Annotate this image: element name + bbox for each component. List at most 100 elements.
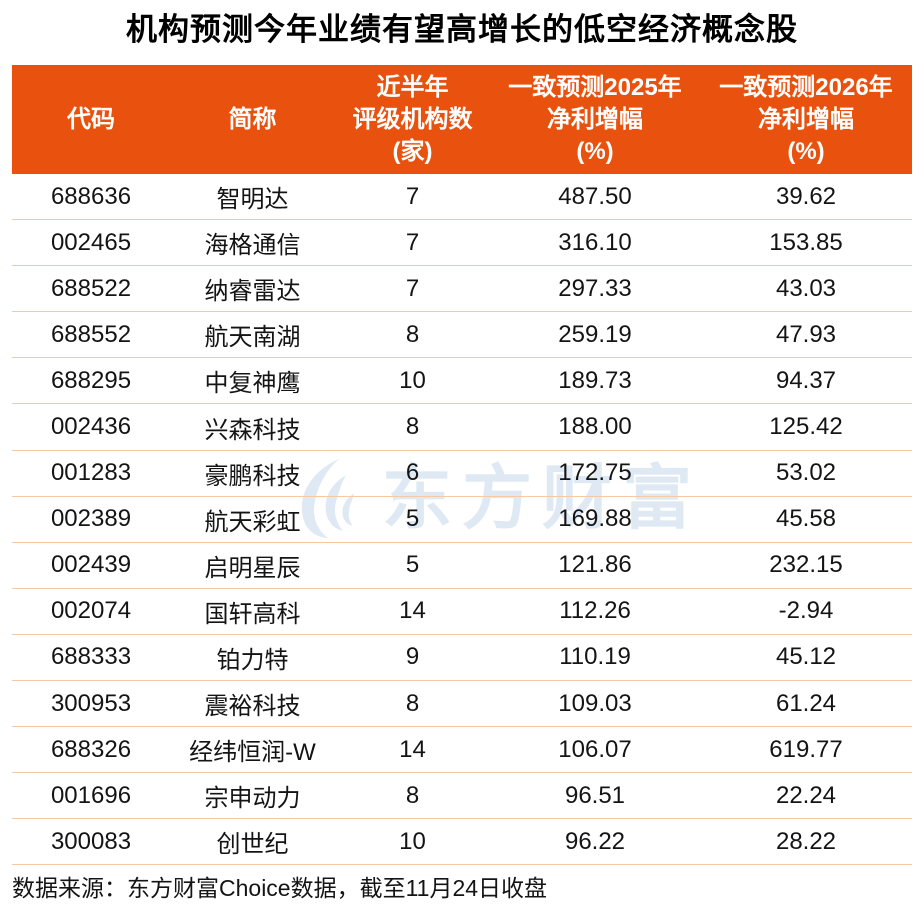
- forecast-2026-value: -2.94: [778, 597, 834, 625]
- forecast-2025-value: 110.19: [559, 643, 631, 671]
- stock-name: 宗申动力: [204, 785, 301, 813]
- rating-count: 8: [405, 781, 420, 809]
- table-row: 002389 航天彩虹 5 169.88 45.58: [12, 497, 912, 543]
- forecast-2025-value: 169.88: [558, 505, 632, 533]
- rating-count: 10: [399, 366, 426, 394]
- forecast-2025-value: 106.07: [558, 735, 632, 763]
- table-row: 300953 震裕科技 8 109.03 61.24: [12, 681, 912, 728]
- header-line: 代码: [67, 105, 115, 133]
- stock-code: 688326: [50, 735, 132, 763]
- stock-name: 铂力特: [216, 646, 289, 674]
- rating-count: 14: [399, 597, 426, 625]
- forecast-2026-value: 43.03: [775, 274, 837, 302]
- table-row: 688333 铂力特 9 110.19 45.12: [12, 635, 912, 682]
- stock-code: 002389: [50, 505, 132, 533]
- table-row: 002074 国轩高科 14 112.26 -2.94: [12, 589, 912, 635]
- rating-count: 7: [405, 228, 420, 256]
- stock-name: 中复神鹰: [204, 370, 301, 398]
- forecast-2026-value: 45.12: [775, 643, 837, 671]
- table-row: 688326 经纬恒润-W 14 106.07 619.77: [12, 727, 912, 774]
- stock-name: 智明达: [216, 186, 289, 214]
- forecast-2026-value: 45.58: [775, 505, 837, 533]
- stock-code: 688522: [50, 274, 132, 302]
- rating-count: 8: [405, 320, 420, 348]
- table-row: 688295 中复神鹰 10 189.73 94.37: [12, 358, 912, 405]
- column-header-forecast-2026: 一致预测2026年 净利增幅 (%): [700, 65, 912, 174]
- stock-name: 经纬恒润-W: [189, 739, 316, 767]
- stock-table: 代码 简称 近半年 评级机构数 (家) 一致预测2025年 净利增幅 (%) 一…: [12, 65, 912, 866]
- forecast-2026-value: 94.37: [775, 366, 837, 394]
- forecast-2026-value: 153.85: [769, 228, 843, 256]
- data-source-note: 数据来源：东方财富Choice数据，截至11月24日收盘: [12, 875, 548, 901]
- header-line: 一致预测2026年: [719, 73, 893, 101]
- forecast-2025-value: 316.10: [558, 228, 632, 256]
- stock-name: 航天彩虹: [204, 508, 301, 536]
- table-row: 300083 创世纪 10 96.22 28.22: [12, 819, 912, 866]
- stock-code: 002465: [50, 228, 132, 256]
- rating-count: 10: [399, 827, 426, 855]
- rating-count: 5: [405, 505, 420, 533]
- stock-code: 002074: [50, 597, 132, 625]
- table-row: 688636 智明达 7 487.50 39.62: [12, 174, 912, 221]
- stock-code: 002439: [50, 551, 132, 579]
- stock-code: 688636: [50, 182, 132, 210]
- table-row: 002436 兴森科技 8 188.00 125.42: [12, 404, 912, 451]
- forecast-2026-value: 39.62: [775, 182, 837, 210]
- header-line: (家): [392, 137, 433, 165]
- header-line: (%): [787, 137, 825, 165]
- forecast-2025-value: 109.03: [558, 689, 632, 717]
- table-row: 688522 纳睿雷达 7 297.33 43.03: [12, 266, 912, 313]
- stock-code: 001696: [50, 781, 132, 809]
- table-row: 001283 豪鹏科技 6 172.75 53.02: [12, 451, 912, 497]
- stock-code: 688295: [50, 366, 132, 394]
- stock-name: 启明星辰: [204, 554, 301, 582]
- rating-count: 5: [405, 551, 420, 579]
- table-row: 002465 海格通信 7 316.10 153.85: [12, 220, 912, 267]
- forecast-2026-value: 61.24: [775, 689, 837, 717]
- stock-code: 688333: [50, 643, 132, 671]
- header-line: (%): [576, 137, 614, 165]
- stock-code: 001283: [50, 459, 132, 487]
- stock-name: 兴森科技: [204, 416, 301, 444]
- stock-name: 震裕科技: [204, 693, 301, 721]
- stock-name: 航天南湖: [204, 324, 301, 352]
- forecast-2025-value: 297.33: [558, 274, 632, 302]
- stock-name: 豪鹏科技: [204, 462, 301, 490]
- forecast-2026-value: 47.93: [775, 320, 837, 348]
- forecast-2025-value: 189.73: [558, 366, 632, 394]
- stock-code: 688552: [50, 320, 132, 348]
- header-line: 简称: [228, 105, 277, 133]
- forecast-2025-value: 121.86: [558, 551, 632, 579]
- rating-count: 9: [405, 643, 420, 671]
- page-title: 机构预测今年业绩有望高增长的低空经济概念股: [126, 12, 798, 47]
- forecast-2025-value: 172.75: [558, 459, 632, 487]
- forecast-2025-value: 259.19: [558, 320, 632, 348]
- stock-code: 300953: [50, 689, 132, 717]
- stock-code: 002436: [50, 413, 132, 441]
- rating-count: 6: [405, 459, 420, 487]
- table-body: 688636 智明达 7 487.50 39.62 002465 海格通信 7 316.10 15…: [12, 174, 912, 866]
- forecast-2025-value: 96.22: [564, 827, 626, 855]
- column-header-rating-count: 近半年 评级机构数 (家): [335, 65, 490, 174]
- forecast-2025-value: 188.00: [558, 413, 632, 441]
- forecast-2026-value: 619.77: [769, 735, 843, 763]
- rating-count: 8: [405, 689, 420, 717]
- column-header-forecast-2025: 一致预测2025年 净利增幅 (%): [490, 65, 700, 174]
- forecast-2026-value: 22.24: [775, 781, 837, 809]
- rating-count: 8: [405, 413, 420, 441]
- rating-count: 7: [405, 182, 420, 210]
- stock-code: 300083: [50, 827, 132, 855]
- forecast-2026-value: 232.15: [769, 551, 843, 579]
- rating-count: 14: [399, 735, 426, 763]
- header-line: 净利增幅: [547, 105, 643, 133]
- forecast-2026-value: 28.22: [775, 827, 837, 855]
- forecast-2025-value: 487.50: [558, 182, 632, 210]
- header-line: 评级机构数: [352, 105, 473, 133]
- table-header-row: 代码 简称 近半年 评级机构数 (家) 一致预测2025年 净利增幅 (%) 一…: [12, 65, 912, 174]
- stock-name: 海格通信: [204, 232, 301, 260]
- forecast-2025-value: 112.26: [559, 597, 631, 625]
- stock-name: 创世纪: [216, 831, 289, 859]
- stock-name: 国轩高科: [204, 600, 301, 628]
- header-line: 净利增幅: [758, 105, 854, 133]
